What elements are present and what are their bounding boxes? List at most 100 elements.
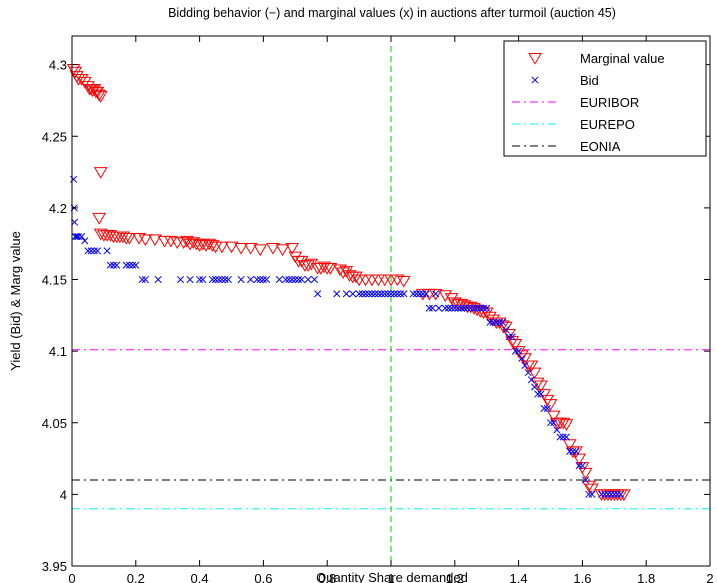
bid-point — [454, 304, 462, 312]
marginal-value-point — [581, 480, 596, 493]
bid-point — [275, 275, 283, 284]
bid-point — [585, 490, 593, 498]
bid-point — [505, 333, 513, 341]
marginal-value-point — [74, 73, 89, 86]
bid-point — [365, 290, 373, 298]
marginal-value-point — [486, 314, 500, 327]
y-tick-label: 4.2 — [49, 201, 67, 216]
bid-point — [419, 290, 427, 298]
bid-point — [390, 290, 398, 298]
bid-point — [196, 275, 204, 284]
bid-point — [237, 275, 245, 284]
marginal-value-point — [215, 241, 229, 254]
bid-point — [71, 232, 79, 241]
bid-point — [78, 232, 86, 241]
bid-point — [572, 447, 580, 455]
legend-label: Bid — [580, 73, 599, 88]
marginal-value-point — [224, 241, 239, 254]
bid-point — [314, 290, 322, 298]
bid-point — [486, 318, 494, 327]
marginal-value-point — [546, 410, 561, 423]
x-tick-label: 0.8 — [318, 571, 336, 583]
bid-point — [400, 290, 408, 298]
marginal-value-point — [495, 320, 510, 333]
marginal-value-point — [585, 483, 599, 496]
bid-point — [448, 304, 456, 312]
legend: Marginal value Bid EURIBOR EUREPO EONIA — [503, 40, 707, 157]
marginal-value-point — [288, 251, 303, 264]
bid-point — [106, 261, 114, 269]
bid-point — [543, 404, 551, 412]
bid-point — [613, 490, 622, 498]
bid-point — [221, 275, 229, 284]
bid-point — [425, 304, 433, 312]
bid-point — [489, 318, 497, 327]
marginal-value-point — [349, 271, 363, 284]
marginal-value-point — [253, 244, 268, 257]
marginal-value-point — [540, 394, 555, 407]
marginal-value-point — [498, 321, 513, 334]
bid-point — [409, 290, 417, 298]
bid-point — [435, 304, 443, 312]
bid-point — [374, 290, 382, 298]
bid-point — [476, 304, 484, 312]
bid-point — [432, 290, 440, 298]
bid-series — [70, 175, 625, 498]
bid-point — [208, 275, 216, 284]
bid-point — [499, 318, 507, 327]
bid-point — [470, 304, 478, 312]
bid-point — [492, 318, 500, 327]
y-tick-label: 4.05 — [42, 416, 67, 431]
bid-point — [546, 419, 555, 427]
marginal-value-series — [66, 63, 631, 502]
bid-point — [556, 433, 564, 441]
bid-point — [412, 290, 421, 298]
x-tick-label: 1 — [387, 571, 394, 583]
bid-point — [451, 304, 459, 312]
bid-point — [502, 326, 510, 334]
marginal-value-point — [339, 265, 354, 278]
marginal-value-point — [543, 399, 558, 411]
legend-label: Marginal value — [580, 51, 665, 66]
bid-point — [483, 304, 491, 312]
bid-point — [441, 304, 449, 312]
bid-point — [495, 318, 504, 327]
bid-point — [518, 354, 526, 362]
bid-point — [310, 275, 318, 284]
bid-point — [387, 290, 395, 298]
marginal-value-point — [234, 243, 248, 255]
bid-point — [473, 304, 481, 312]
x-tick-label: 1.4 — [510, 571, 528, 583]
bid-point — [524, 369, 532, 377]
bid-point — [428, 304, 437, 312]
bid-point — [534, 390, 542, 398]
bid-point — [70, 175, 78, 183]
y-tick-label: 3.95 — [42, 559, 67, 574]
marginal-value-point — [266, 243, 280, 255]
bid-point — [285, 275, 293, 284]
marginal-value-point — [202, 238, 217, 251]
bid-point — [304, 275, 312, 284]
bid-point — [349, 290, 357, 298]
x-tick-label: 1.2 — [446, 571, 464, 583]
bid-point — [444, 304, 452, 312]
y-tick-label: 4.25 — [42, 129, 67, 144]
marginal-value-point — [524, 360, 539, 373]
marginal-value-point — [186, 237, 201, 249]
y-tick-label: 4.1 — [49, 344, 67, 359]
bid-point — [460, 304, 468, 312]
marginal-value-point — [301, 260, 315, 272]
marginal-value-point — [534, 380, 548, 393]
legend-label: EUREPO — [580, 117, 635, 132]
bid-point — [224, 275, 232, 284]
x-tick-label: 0.2 — [127, 571, 145, 583]
bid-point — [397, 290, 405, 298]
bid-point — [371, 290, 379, 298]
marginal-value-point — [205, 240, 220, 252]
marginal-value-point — [92, 89, 106, 102]
bid-point — [93, 247, 102, 255]
bid-point — [527, 376, 535, 384]
bid-point — [333, 290, 341, 298]
bid-point — [562, 433, 571, 441]
bid-point — [74, 232, 82, 241]
